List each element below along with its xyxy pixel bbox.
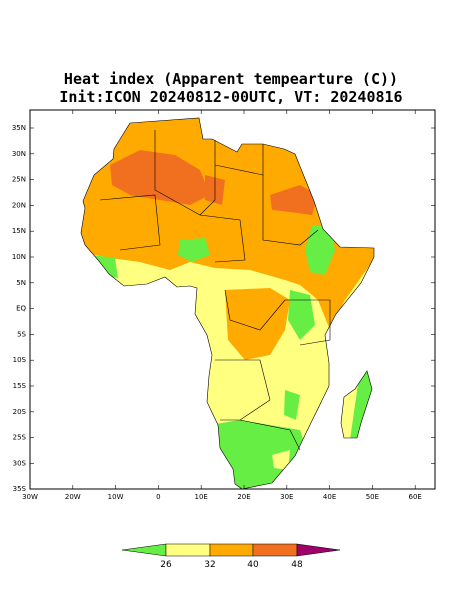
lon-label: 30E <box>280 493 293 501</box>
lat-label: 20S <box>13 408 27 416</box>
lon-label: 20E <box>237 493 250 501</box>
madagascar-coast <box>340 370 373 439</box>
coastline <box>80 117 375 490</box>
colorbar-label: 40 <box>247 560 259 570</box>
colorbar-labels: 26 32 40 48 <box>160 560 303 570</box>
lat-label: EQ <box>16 305 26 313</box>
colorbar-segment <box>252 543 298 557</box>
colorbar <box>121 543 341 557</box>
lon-label: 40E <box>323 493 336 501</box>
lon-label: 10E <box>195 493 208 501</box>
title-line: Init:ICON 20240812-00UTC, VT: 20240816 <box>59 88 402 106</box>
lat-label: 25S <box>13 434 27 442</box>
lat-label: 35N <box>12 124 26 132</box>
lat-label: 5N <box>16 279 26 287</box>
lat-label: 15N <box>12 227 26 235</box>
lat-label: 30S <box>13 459 27 467</box>
lon-label: 10W <box>108 493 124 501</box>
colorbar-segment <box>121 543 167 557</box>
colorbar-label: 48 <box>291 560 303 570</box>
lon-label: 50E <box>366 493 379 501</box>
lon-label: 60E <box>409 493 422 501</box>
colorbar-segment <box>165 543 211 557</box>
lon-label: 0 <box>156 493 160 501</box>
lon-label: 30W <box>22 493 38 501</box>
lat-label: 30N <box>12 150 26 158</box>
lat-label: 10S <box>13 356 27 364</box>
colorbar-label: 32 <box>204 560 215 570</box>
lat-label: 10N <box>12 253 26 261</box>
country-borders <box>99 130 331 451</box>
title-line: Heat index (Apparent tempearture (C)) <box>64 70 398 88</box>
lon-axis: 30W 20W 10W 0 10E 20E 30E 40E 50E 60E <box>22 110 422 501</box>
lat-label: 25N <box>12 176 26 184</box>
lat-label: 15S <box>13 382 27 390</box>
lat-label: 35S <box>13 485 27 493</box>
colorbar-segment <box>209 543 254 557</box>
colorbar-segment <box>296 543 341 557</box>
colorbar-label: 26 <box>160 560 172 570</box>
lon-label: 20W <box>65 493 81 501</box>
lat-axis: 35N 30N 25N 20N 15N 10N 5N EQ 5S 10S 15S 20S 25S 30S 3… <box>12 124 435 493</box>
lat-label: 5S <box>17 330 26 338</box>
lat-label: 20N <box>12 201 26 209</box>
